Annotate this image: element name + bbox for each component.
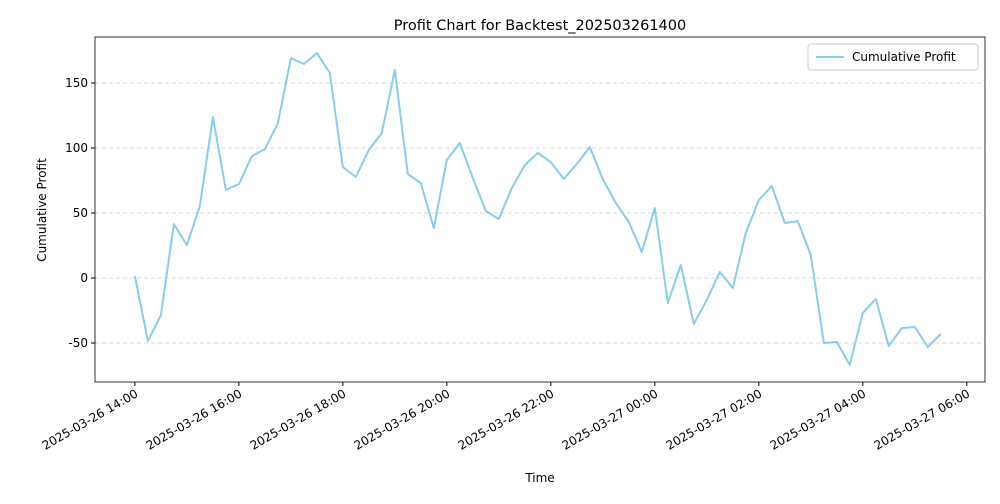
y-tick-label: 150 <box>65 76 88 90</box>
legend: Cumulative Profit <box>807 43 979 71</box>
y-tick-label: -50 <box>68 336 88 350</box>
y-tick-label: 0 <box>80 271 88 285</box>
y-tick-label: 100 <box>65 141 88 155</box>
x-axis-label: Time <box>524 471 554 485</box>
legend-box <box>807 43 979 71</box>
legend-label: Cumulative Profit <box>852 50 956 64</box>
y-axis-label: Cumulative Profit <box>35 158 49 262</box>
line <box>133 52 942 366</box>
plot-frame <box>94 36 986 383</box>
chart-title: Profit Chart for Backtest_202503261400 <box>394 18 686 34</box>
y-tick-label: 50 <box>73 206 88 220</box>
